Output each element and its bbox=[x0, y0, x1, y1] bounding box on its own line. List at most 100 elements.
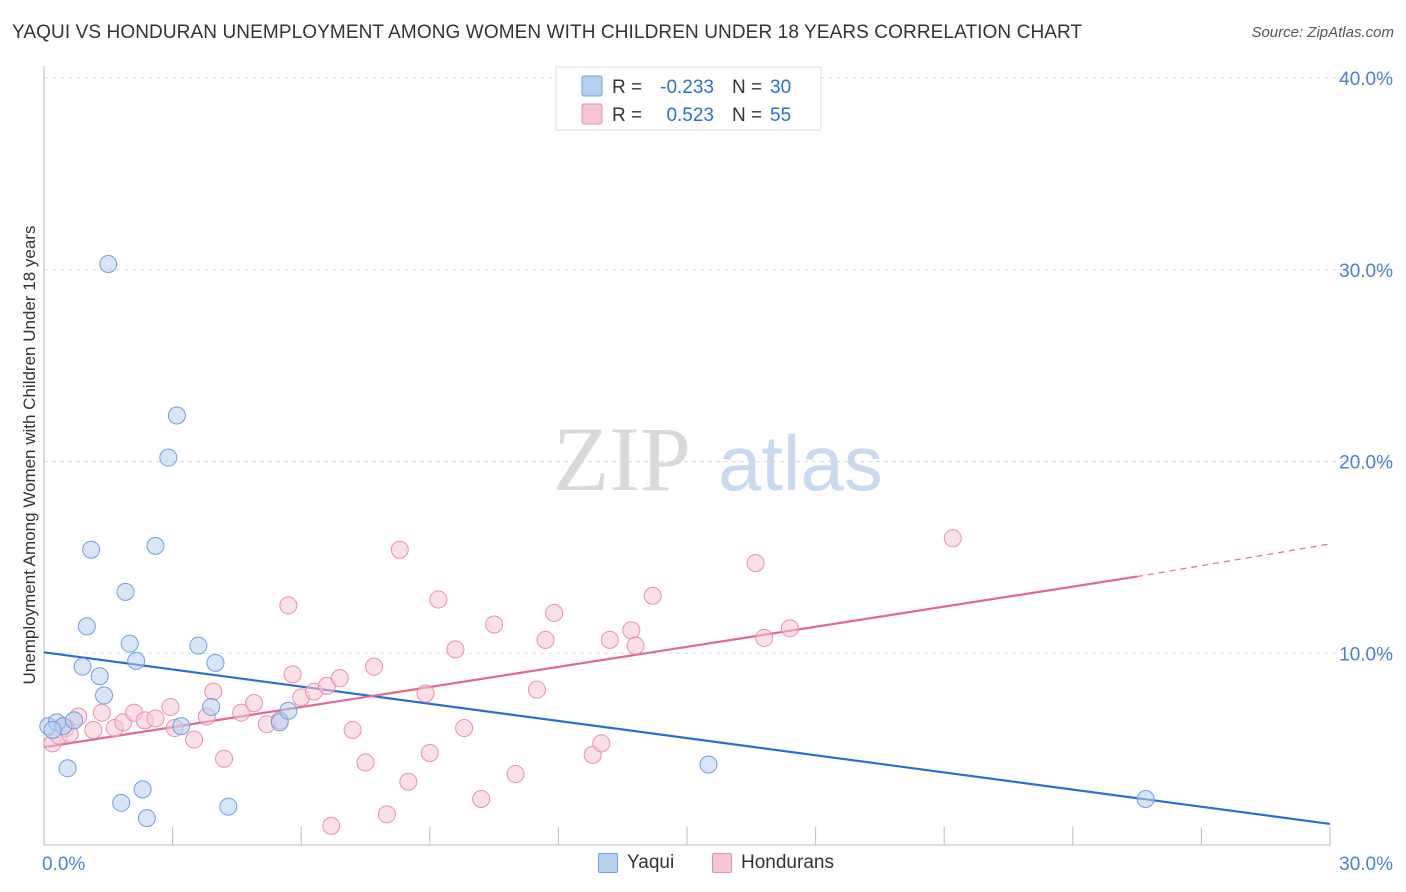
hondurans-point bbox=[204, 682, 223, 701]
yaqui-point bbox=[167, 406, 186, 425]
bottom-legend-yaqui[interactable]: Yaqui bbox=[598, 852, 674, 874]
yaqui-swatch bbox=[598, 853, 618, 873]
yaqui-point bbox=[133, 780, 152, 799]
tick-labels: 10.0% 20.0% 30.0% 40.0% 0.0% 30.0% bbox=[42, 69, 1393, 875]
source-label: Source: ZipAtlas.com bbox=[1251, 24, 1394, 41]
legend-swatch-hondurans bbox=[581, 103, 603, 125]
hondurans-point bbox=[600, 630, 619, 649]
watermark-atlas: atlas bbox=[718, 419, 883, 507]
scatter-points bbox=[39, 254, 1155, 835]
hondurans-point bbox=[279, 596, 298, 615]
yaqui-point bbox=[146, 536, 165, 555]
legend-n-value-1: 55 bbox=[770, 105, 791, 126]
hondurans-point bbox=[399, 772, 418, 791]
hondurans-point bbox=[429, 590, 448, 609]
bottom-legend-yaqui-label: Yaqui bbox=[627, 852, 675, 873]
trend-lines bbox=[43, 543, 1331, 825]
yaqui-point bbox=[206, 653, 225, 672]
axes bbox=[43, 66, 1331, 846]
yaqui-point bbox=[137, 809, 156, 828]
watermark-zip: ZIP bbox=[553, 408, 691, 510]
hondurans-point bbox=[390, 540, 409, 559]
yaqui-point bbox=[58, 759, 77, 778]
hondurans-point bbox=[185, 730, 204, 749]
yaqui-point bbox=[279, 701, 298, 720]
bottom-legend-hondurans-label: Hondurans bbox=[741, 852, 834, 873]
gridlines bbox=[44, 77, 1392, 654]
yaqui-point bbox=[699, 755, 718, 774]
hondurans-point bbox=[506, 765, 525, 784]
hondurans-point bbox=[416, 684, 435, 703]
yaqui-point bbox=[120, 634, 139, 653]
yaqui-point bbox=[65, 711, 84, 730]
hondurans-point bbox=[365, 657, 384, 676]
hondurans-point bbox=[943, 529, 962, 548]
hondurans-point bbox=[161, 697, 180, 716]
hondurans-point bbox=[455, 719, 474, 738]
legend-r-label-0: R = bbox=[612, 77, 642, 98]
hondurans-point bbox=[146, 709, 165, 728]
hondurans-point bbox=[626, 636, 645, 655]
hondurans-point bbox=[592, 734, 611, 753]
yaqui-point bbox=[112, 793, 131, 812]
hondurans-point bbox=[330, 669, 349, 688]
yaqui-point bbox=[219, 797, 238, 816]
y-tick-label: 10.0% bbox=[1339, 644, 1393, 665]
watermark: ZIP atlas bbox=[553, 408, 883, 510]
y-tick-label: 40.0% bbox=[1339, 69, 1393, 90]
hondurans-point bbox=[446, 640, 465, 659]
legend-swatch-yaqui bbox=[581, 75, 603, 97]
legend-n-label-1: N = bbox=[732, 105, 762, 126]
yaqui-point bbox=[127, 651, 146, 670]
chart-title: YAQUI VS HONDURAN UNEMPLOYMENT AMONG WOM… bbox=[12, 22, 1083, 43]
hondurans-point bbox=[322, 816, 341, 835]
bottom-legend-hondurans[interactable]: Hondurans bbox=[712, 852, 834, 874]
legend-r-label-1: R = bbox=[612, 105, 642, 126]
yaqui-point bbox=[172, 717, 191, 736]
hondurans-point bbox=[527, 680, 546, 699]
x-tick-label: 0.0% bbox=[42, 854, 85, 875]
legend-r-value-1: 0.523 bbox=[666, 105, 714, 126]
yaqui-trend-line bbox=[43, 651, 1331, 825]
bottom-legend: Yaqui Hondurans bbox=[0, 852, 1406, 878]
legend-box: R = -0.233 N = 30 R = 0.523 N = 55 bbox=[555, 66, 822, 131]
y-tick-label: 30.0% bbox=[1339, 261, 1393, 282]
hondurans-point bbox=[746, 554, 765, 573]
hondurans-point bbox=[377, 805, 396, 824]
hondurans-point bbox=[472, 789, 491, 808]
hondurans-point bbox=[420, 743, 439, 762]
yaqui-point bbox=[159, 448, 178, 467]
hondurans-point bbox=[92, 703, 111, 722]
yaqui-point bbox=[77, 617, 96, 636]
yaqui-point bbox=[82, 540, 101, 559]
hondurans-point bbox=[84, 720, 103, 739]
hondurans-point bbox=[232, 703, 251, 722]
yaqui-point bbox=[116, 582, 135, 601]
hondurans-point bbox=[343, 720, 362, 739]
hondurans-point bbox=[283, 665, 302, 684]
hondurans-point bbox=[780, 619, 799, 638]
yaqui-point bbox=[202, 697, 221, 716]
hondurans-point bbox=[356, 753, 375, 772]
yaqui-point bbox=[1136, 789, 1155, 808]
hondurans-point bbox=[545, 603, 564, 622]
legend-n-value-0: 30 bbox=[770, 77, 791, 98]
legend-r-value-0: -0.233 bbox=[660, 77, 714, 98]
hondurans-point bbox=[536, 630, 555, 649]
yaqui-point bbox=[43, 720, 62, 739]
hondurans-point bbox=[245, 694, 264, 713]
yaqui-point bbox=[90, 667, 109, 686]
legend-n-label-0: N = bbox=[732, 77, 762, 98]
hondurans-point bbox=[643, 586, 662, 605]
hondurans-trend-extension bbox=[1137, 543, 1331, 578]
yaqui-point bbox=[99, 254, 118, 273]
x-tick-label: 30.0% bbox=[1339, 854, 1393, 875]
hondurans-point bbox=[215, 749, 234, 768]
hondurans-point bbox=[622, 621, 641, 640]
yaqui-point bbox=[189, 636, 208, 655]
hondurans-swatch bbox=[712, 853, 732, 873]
hondurans-point bbox=[485, 615, 504, 634]
hondurans-trend-line bbox=[43, 575, 1138, 749]
yaqui-point bbox=[73, 657, 92, 676]
